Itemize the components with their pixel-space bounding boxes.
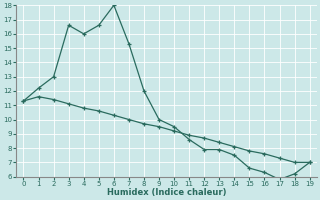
X-axis label: Humidex (Indice chaleur): Humidex (Indice chaleur) [107, 188, 226, 197]
